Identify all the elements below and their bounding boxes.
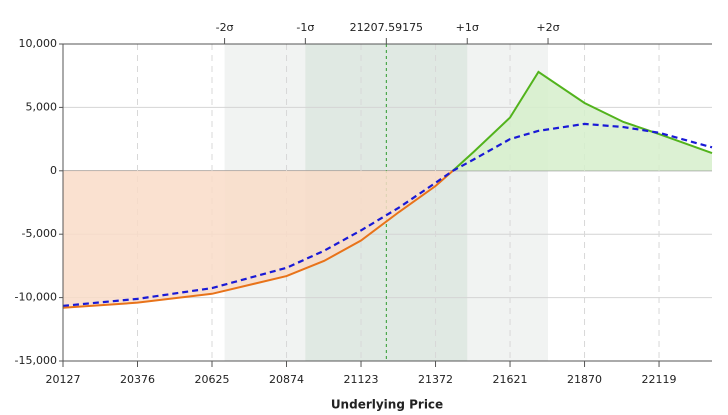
x-tick-label: 22119 xyxy=(642,373,677,386)
y-tick-label: 10,000 xyxy=(19,37,58,50)
x-tick-label: 21372 xyxy=(418,373,453,386)
sigma-tick-label: 21207.59175 xyxy=(350,21,423,34)
y-tick-label: -15,000 xyxy=(15,354,57,367)
x-tick-label: 21123 xyxy=(344,373,379,386)
profit-line-area xyxy=(452,71,712,171)
x-tick-label: 20874 xyxy=(269,373,304,386)
x-tick-label: 21870 xyxy=(567,373,602,386)
x-tick-label: 20376 xyxy=(120,373,155,386)
loss-line-area xyxy=(63,170,453,308)
loss-line xyxy=(62,170,454,309)
y-tick-label: 0 xyxy=(50,164,57,177)
x-tick-label: 21621 xyxy=(493,373,528,386)
x-tick-label: 20127 xyxy=(46,373,81,386)
x-axis-label: Underlying Price xyxy=(331,398,443,412)
y-tick-label: -5,000 xyxy=(22,227,57,240)
y-tick-label: 5,000 xyxy=(26,100,58,113)
sigma-tick-label: -1σ xyxy=(296,21,314,34)
sigma-tick-label: +1σ xyxy=(456,21,479,34)
y-tick-label: -10,000 xyxy=(15,291,57,304)
estimate-line xyxy=(62,122,713,307)
sigma-tick-label: -2σ xyxy=(216,21,234,34)
sigma-tick-label: +2σ xyxy=(536,21,559,34)
x-tick-label: 20625 xyxy=(195,373,230,386)
